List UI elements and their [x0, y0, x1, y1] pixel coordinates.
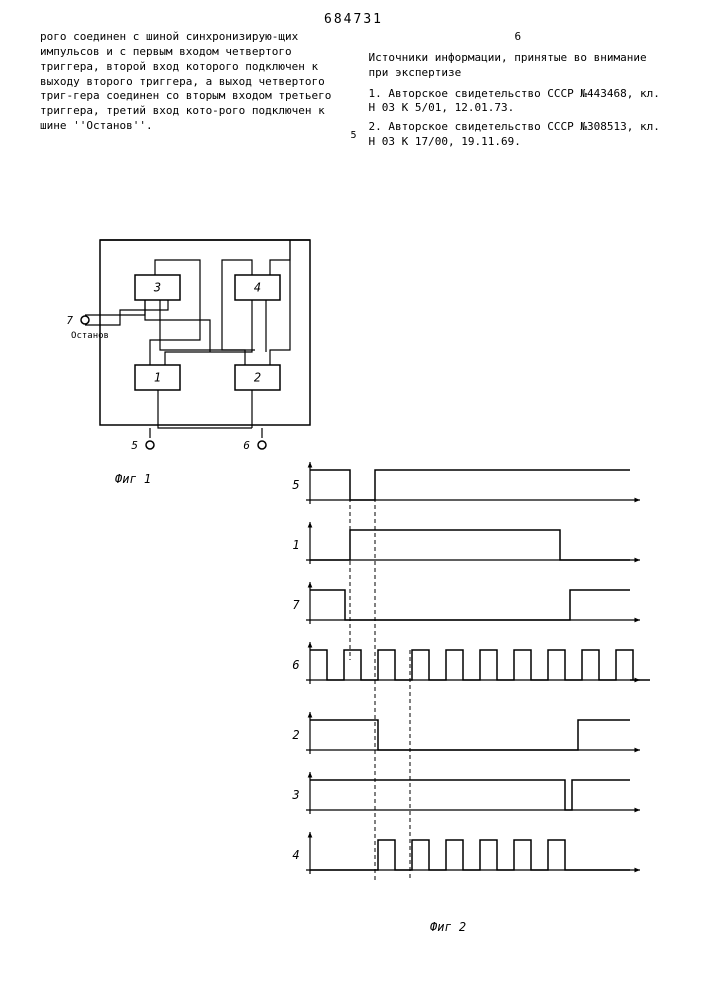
figures-area: 3 4 1 2 7 5 6 Останов Фиг 1 5 1 7 6 2 3 4 Фиг 2: [0, 220, 707, 980]
svg-text:3: 3: [153, 281, 161, 295]
svg-text:7: 7: [292, 598, 300, 612]
fig1-label: Фиг 1: [115, 472, 151, 486]
svg-text:4: 4: [254, 281, 261, 295]
column-left: рого соединен с шиной синхронизирую-щих …: [40, 30, 339, 154]
page: 684731 рого соединен с шиной синхронизир…: [0, 0, 707, 1000]
right-col-number: 6: [369, 30, 668, 45]
svg-text:4: 4: [292, 848, 299, 862]
circuit-diagram: 3 4 1 2 7 5 6 Останов: [30, 220, 350, 480]
svg-text:6: 6: [292, 658, 299, 672]
svg-text:6: 6: [243, 439, 250, 452]
svg-text:5: 5: [131, 439, 138, 452]
svg-text:5: 5: [292, 478, 299, 492]
fig2-label: Фиг 2: [430, 920, 466, 934]
page-number: 684731: [324, 12, 383, 27]
line-marker: 5: [350, 130, 356, 141]
reference-2: 2. Авторское свидетельство СССР №308513,…: [369, 120, 668, 150]
svg-text:3: 3: [291, 788, 299, 802]
left-text: рого соединен с шиной синхронизирую-щих …: [40, 30, 339, 134]
column-right: 6 Источники информации, принятые во вним…: [369, 30, 668, 154]
svg-text:1: 1: [154, 371, 161, 385]
svg-text:2: 2: [254, 371, 261, 385]
svg-text:7: 7: [66, 314, 73, 327]
timing-diagram: 5 1 7 6 2 3 4: [280, 460, 650, 920]
references-heading: Источники информации, принятые во вниман…: [369, 51, 668, 81]
svg-text:Останов: Останов: [71, 331, 109, 341]
svg-text:2: 2: [292, 728, 299, 742]
svg-text:1: 1: [292, 538, 299, 552]
reference-1: 1. Авторское свидетельство СССР №443468,…: [369, 87, 668, 117]
